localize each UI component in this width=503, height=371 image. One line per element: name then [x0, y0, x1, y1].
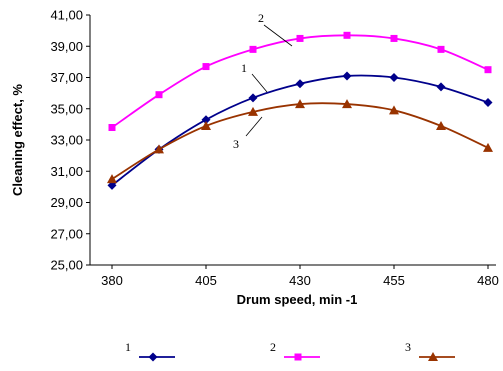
annotation-leader-1 — [251, 73, 268, 93]
x-tick-label: 430 — [289, 273, 311, 288]
legend-marker — [148, 352, 158, 362]
x-tick-label: 480 — [477, 273, 499, 288]
data-point-3 — [389, 105, 399, 115]
data-point-2 — [249, 45, 257, 53]
data-point-1 — [342, 71, 352, 81]
data-point-3 — [154, 144, 164, 154]
data-point-1 — [248, 93, 258, 103]
legend-marker — [428, 352, 438, 361]
chart-axes — [89, 15, 496, 266]
data-point-2 — [390, 34, 398, 42]
data-point-1 — [295, 79, 305, 89]
annotation-curve-1: 1 — [241, 61, 247, 75]
y-tick-label: 31,00 — [50, 164, 83, 179]
data-point-2 — [437, 45, 445, 53]
data-point-2 — [484, 66, 492, 74]
y-axis-title: Cleaning effect, % — [10, 84, 25, 196]
x-tick-label: 455 — [383, 273, 405, 288]
annotation-curve-3: 3 — [233, 137, 239, 151]
data-point-2 — [296, 34, 304, 42]
legend-label: 1 — [125, 340, 131, 354]
y-tick-label: 41,00 — [50, 8, 83, 23]
y-tick-label: 39,00 — [50, 39, 83, 54]
x-tick-label: 380 — [101, 273, 123, 288]
legend-label: 3 — [405, 340, 411, 354]
x-axis-title: Drum speed, min -1 — [237, 292, 358, 307]
data-point-1 — [436, 82, 446, 92]
y-tick-labels: 25,00 27,00 29,00 31,00 33,00 35,00 37,00 39,00… — [50, 8, 90, 273]
legend-item-1: 1 — [125, 340, 175, 362]
data-point-3 — [248, 106, 258, 116]
data-point-3 — [483, 142, 493, 152]
chart-legend: 1 2 3 — [125, 340, 455, 362]
annotation-curve-2: 2 — [258, 11, 264, 25]
data-point-2 — [202, 63, 210, 71]
data-point-3 — [342, 99, 352, 109]
series-line-3 — [111, 102, 489, 180]
legend-item-3: 3 — [405, 340, 455, 361]
y-tick-label: 37,00 — [50, 70, 83, 85]
data-point-1 — [201, 115, 211, 125]
legend-item-2: 2 — [270, 340, 320, 361]
series-2 — [108, 31, 492, 131]
data-point-2 — [108, 124, 116, 131]
series-line-1 — [111, 74, 489, 187]
legend-marker — [294, 353, 302, 361]
y-tick-label: 29,00 — [50, 195, 83, 210]
data-point-3 — [201, 120, 211, 130]
y-tick-label: 25,00 — [50, 258, 83, 273]
data-point-1 — [389, 73, 399, 82]
data-point-2 — [343, 31, 351, 39]
data-point-3 — [295, 99, 305, 109]
data-point-2 — [155, 91, 163, 99]
annotation-leader-3 — [245, 116, 263, 137]
data-point-1 — [483, 98, 493, 107]
series-3 — [107, 99, 493, 184]
x-tick-labels: 380 405 430 455 480 — [101, 265, 499, 288]
series-1 — [107, 71, 493, 190]
curve-annotations: 2 1 3 — [233, 11, 293, 151]
series-layer — [107, 31, 493, 190]
data-point-3 — [436, 120, 446, 130]
annotation-leader-2 — [263, 24, 293, 47]
y-tick-label: 27,00 — [50, 226, 83, 241]
x-tick-label: 405 — [195, 273, 217, 288]
legend-label: 2 — [270, 340, 276, 354]
y-tick-label: 35,00 — [50, 101, 83, 116]
data-point-3 — [107, 174, 117, 184]
y-tick-label: 33,00 — [50, 133, 83, 148]
